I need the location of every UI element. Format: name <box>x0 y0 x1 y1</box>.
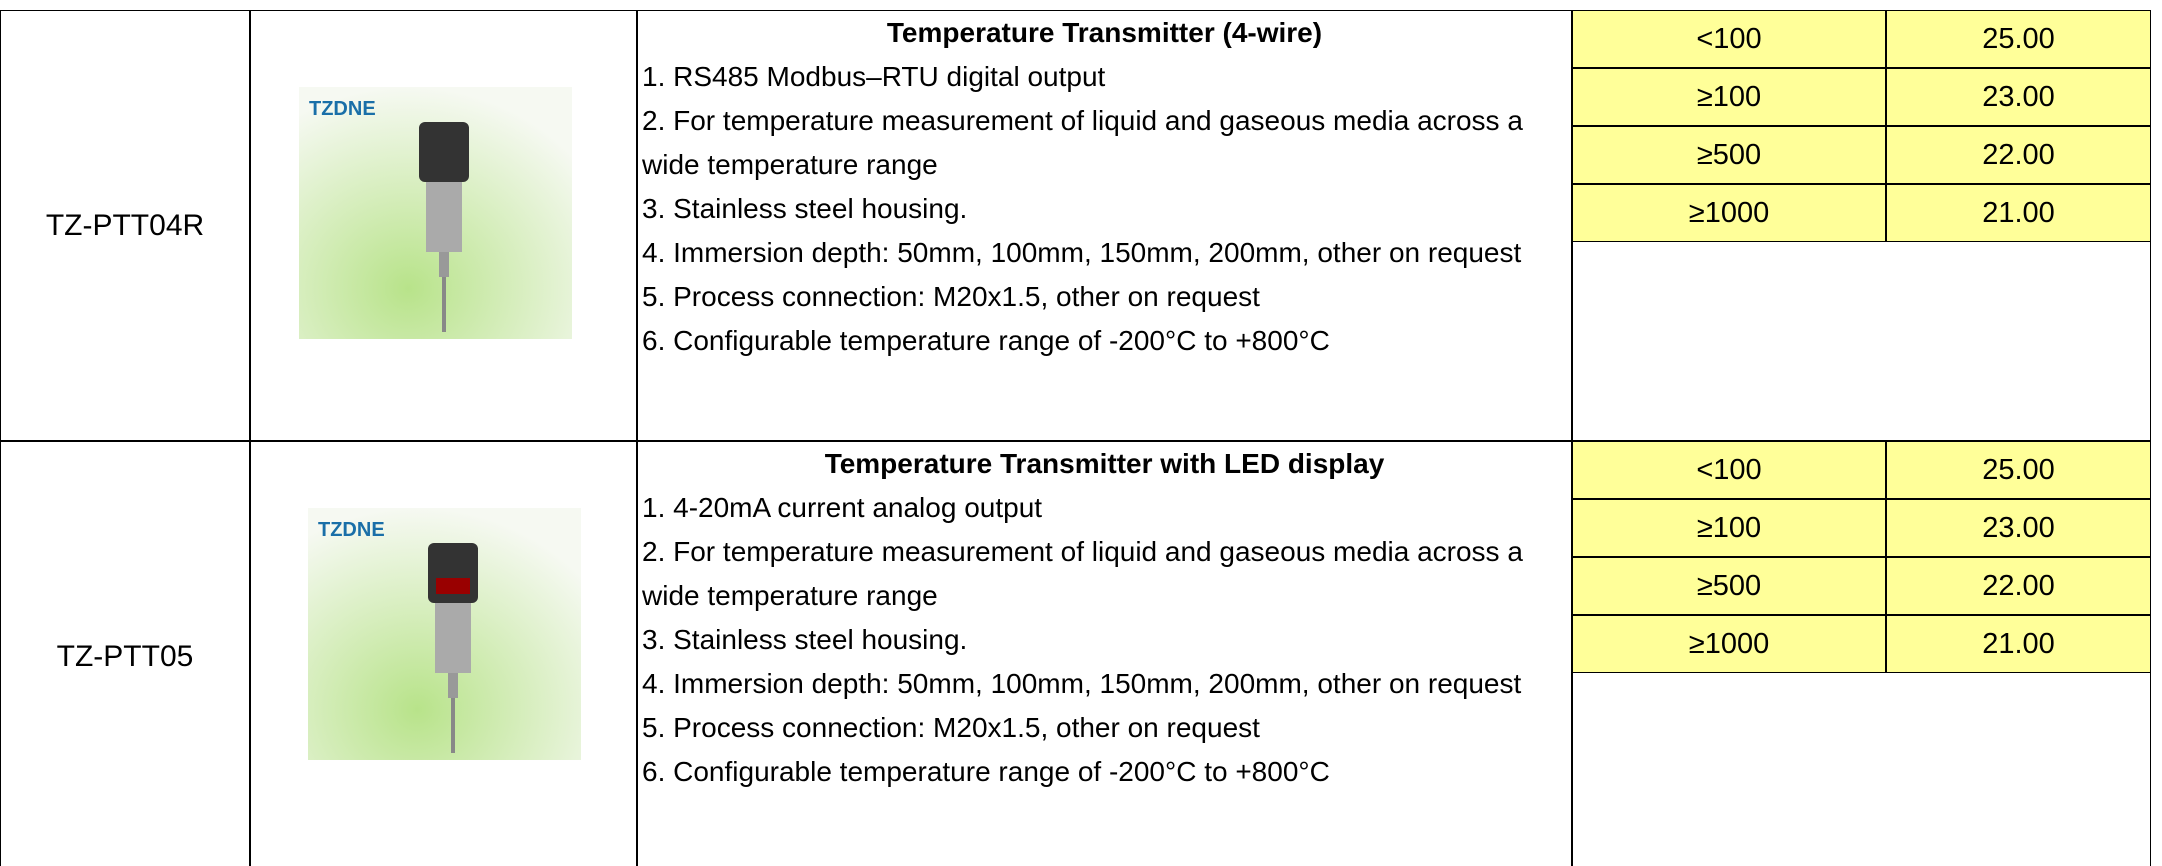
spreadsheet: TZ-PTT04R TZDNE Temperature Transmitter (… <box>0 0 2162 866</box>
logo: TZDNE <box>309 98 376 120</box>
feature-line: 6. Configurable temperature range of -20… <box>642 319 1567 363</box>
price-cell: 25.00 <box>1886 10 2151 68</box>
image-cell: TZDNE <box>250 441 637 866</box>
feature-line: 2. For temperature measurement of liquid… <box>642 99 1567 187</box>
price-cell: 22.00 <box>1886 126 2151 184</box>
description-cell: Temperature Transmitter with LED display… <box>637 441 1572 866</box>
quantity-cell: ≥500 <box>1572 126 1886 184</box>
feature-line: 4. Immersion depth: 50mm, 100mm, 150mm, … <box>642 231 1567 275</box>
quantity-cell: <100 <box>1572 441 1886 499</box>
feature-line: 3. Stainless steel housing. <box>642 618 1567 662</box>
price-cell: 25.00 <box>1886 441 2151 499</box>
price-cell: 21.00 <box>1886 615 2151 673</box>
product-image: TZDNE <box>299 87 572 339</box>
quantity-cell: ≥500 <box>1572 557 1886 615</box>
feature-line: 5. Process connection: M20x1.5, other on… <box>642 706 1567 750</box>
feature-line: 4. Immersion depth: 50mm, 100mm, 150mm, … <box>642 662 1567 706</box>
price-cell: 23.00 <box>1886 499 2151 557</box>
price-cell: 22.00 <box>1886 557 2151 615</box>
feature-line: 6. Configurable temperature range of -20… <box>642 750 1567 794</box>
model-cell: TZ-PTT04R <box>0 10 250 441</box>
product-title: Temperature Transmitter (4-wire) <box>642 11 1567 55</box>
image-cell: TZDNE <box>250 10 637 441</box>
quantity-cell: ≥1000 <box>1572 615 1886 673</box>
quantity-cell: ≥1000 <box>1572 184 1886 242</box>
feature-line: 1. 4-20mA current analog output <box>642 486 1567 530</box>
feature-line: 5. Process connection: M20x1.5, other on… <box>642 275 1567 319</box>
model-cell: TZ-PTT05 <box>0 441 250 866</box>
price-cell: 23.00 <box>1886 68 2151 126</box>
price-cell: 21.00 <box>1886 184 2151 242</box>
feature-line: 3. Stainless steel housing. <box>642 187 1567 231</box>
quantity-cell: ≥100 <box>1572 68 1886 126</box>
product-title: Temperature Transmitter with LED display <box>642 442 1567 486</box>
logo: TZDNE <box>318 519 385 541</box>
feature-line: 2. For temperature measurement of liquid… <box>642 530 1567 618</box>
product-image: TZDNE <box>308 508 581 760</box>
quantity-cell: <100 <box>1572 10 1886 68</box>
quantity-cell: ≥100 <box>1572 499 1886 557</box>
description-cell: Temperature Transmitter (4-wire)1. RS485… <box>637 10 1572 441</box>
feature-line: 1. RS485 Modbus–RTU digital output <box>642 55 1567 99</box>
